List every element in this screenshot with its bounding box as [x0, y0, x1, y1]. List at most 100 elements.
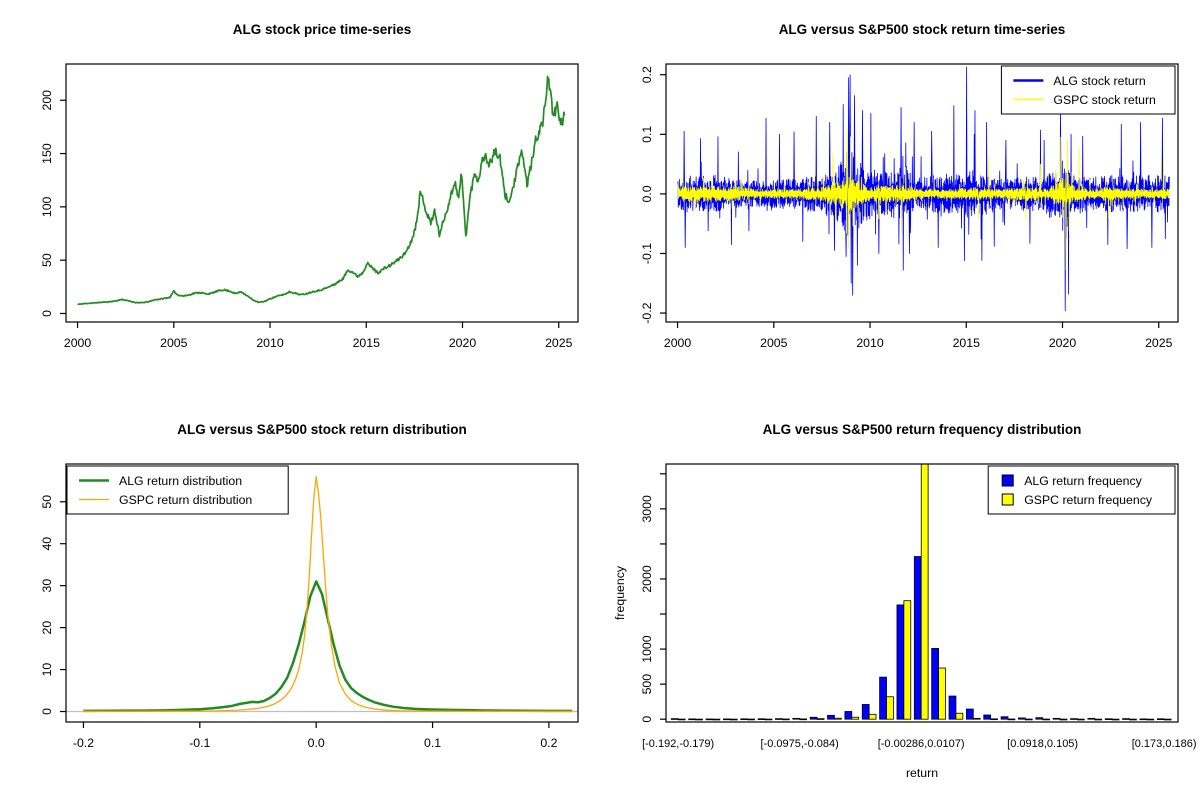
gspc-frequency-bar [903, 600, 912, 720]
legend-label: ALG return frequency [1024, 474, 1142, 488]
plot-area [77, 75, 566, 306]
y-tick-label: 150 [40, 143, 54, 164]
return-timeseries-chart: ALG versus S&P500 stock return time-seri… [640, 22, 1179, 350]
y-tick-label: 50 [40, 253, 54, 267]
x-tick-label: 2005 [760, 336, 788, 350]
plot-frame [65, 63, 579, 323]
x-tick-label: [-0.00286,0.0107) [878, 738, 965, 750]
plot-area [66, 475, 578, 713]
gspc-frequency-bar [1094, 718, 1103, 721]
x-tick-label: [-0.192,-0.179) [642, 738, 714, 750]
gspc-frequency-bar [938, 667, 946, 720]
y-tick-label: 0 [640, 716, 654, 723]
legend: ALG return distribution GSPC return distr… [66, 465, 289, 515]
alg-frequency-bar [723, 718, 731, 721]
gspc-frequency-bar [729, 718, 738, 721]
x-tick-label: 2015 [353, 336, 381, 350]
alg-frequency-bar [1122, 718, 1130, 720]
y-tick-label: 500 [640, 674, 654, 695]
x-tick-label: 2020 [1049, 336, 1077, 350]
gspc-frequency-bar [747, 718, 755, 721]
alg-frequency-bar [1104, 718, 1113, 720]
gspc-frequency-bar [764, 718, 773, 721]
gspc-frequency-bar [799, 718, 808, 721]
y-tick-label: 100 [40, 196, 54, 217]
y-tick-label: 30 [40, 579, 54, 593]
y-tick-label: -0.2 [640, 302, 654, 323]
y-tick-label: -0.1 [640, 243, 654, 264]
alg-frequency-bar [1070, 718, 1078, 720]
alg-frequency-bar [757, 718, 766, 720]
legend: ALG stock return GSPC stock return [1000, 65, 1176, 115]
legend-label: ALG return distribution [119, 474, 242, 488]
alg-frequency-bar [1087, 717, 1096, 720]
chart-title: ALG versus S&P500 stock return time-seri… [779, 22, 1066, 37]
alg-frequency-bar [983, 714, 992, 720]
gspc-frequency-bar [851, 716, 860, 720]
gspc-frequency-bar [1077, 718, 1085, 721]
x-tick-label: 2025 [1145, 336, 1173, 350]
alg-frequency-bar [1018, 717, 1026, 720]
x-tick-label: -0.1 [189, 736, 210, 750]
x-tick-label: 2020 [449, 336, 477, 350]
alg-frequency-bar [1035, 717, 1044, 720]
gspc-frequency-bar [955, 712, 964, 720]
gspc-frequency-bar [1129, 718, 1137, 721]
gspc-frequency-bar [781, 718, 790, 721]
y-tick-label: 0.0 [640, 185, 654, 202]
legend-label: GSPC return distribution [119, 493, 252, 507]
x-tick-label: 2005 [160, 336, 188, 350]
y-tick-label: 0 [40, 310, 54, 317]
gspc-frequency-bar [1146, 718, 1155, 721]
alg-frequency-bar [740, 718, 749, 721]
alg-frequency-bar [1052, 717, 1061, 720]
y-tick-label: 3000 [640, 495, 654, 523]
gspc-frequency-bar [920, 464, 929, 720]
y-tick-label: 50 [40, 495, 54, 509]
gspc-frequency-bar [990, 718, 998, 721]
gspc-frequency-bar [1042, 718, 1051, 721]
gspc-frequency-bar [1024, 718, 1033, 721]
legend-box [987, 465, 1176, 515]
x-tick-label: 2010 [256, 336, 284, 350]
x-tick-label: [0.173,0.186) [1132, 738, 1197, 750]
gspc-frequency-bar [677, 718, 686, 721]
gspc-frequency-bar [886, 696, 894, 720]
x-axis-label: return [906, 766, 938, 780]
y-tick-label: 0.2 [640, 66, 654, 83]
y-tick-label: 200 [40, 90, 54, 111]
alg-frequency-bar [896, 604, 905, 720]
alg-frequency-bar [688, 718, 696, 721]
alg-frequency-bar [1000, 716, 1009, 720]
y-tick-label: 0 [40, 708, 54, 715]
x-tick-label: [-0.0975,-0.084) [761, 738, 839, 750]
gspc-frequency-bar [1007, 718, 1016, 721]
gspc-frequency-bar [972, 717, 981, 720]
alg-frequency-bar [879, 676, 887, 720]
x-tick-label: -0.2 [73, 736, 94, 750]
gspc-frequency-bar [695, 718, 703, 721]
x-tick-label: 2025 [545, 336, 573, 350]
plot-frame [665, 63, 1179, 323]
x-tick-label: 2015 [953, 336, 981, 350]
alg-frequency-bar [844, 711, 853, 720]
plot-frame [65, 463, 579, 723]
alg-frequency-bar [1156, 718, 1165, 720]
plot-area [670, 464, 1172, 721]
x-tick-label: 0.1 [424, 736, 441, 750]
series-line-0 [677, 66, 1170, 312]
legend-box [1000, 65, 1176, 115]
gspc-frequency-bar [1163, 718, 1172, 721]
alg-frequency-bar [705, 718, 714, 721]
x-tick-label: 2000 [664, 336, 692, 350]
plot-area [677, 66, 1170, 312]
return-distribution-chart: ALG versus S&P500 stock return distribut… [40, 422, 579, 750]
series-line-1 [83, 475, 573, 712]
alg-frequency-bar [809, 716, 818, 720]
chart-title: ALG stock price time-series [233, 22, 412, 37]
legend-label: GSPC return frequency [1024, 493, 1153, 507]
x-tick-label: 0.0 [308, 736, 325, 750]
x-tick-label: 0.2 [540, 736, 557, 750]
